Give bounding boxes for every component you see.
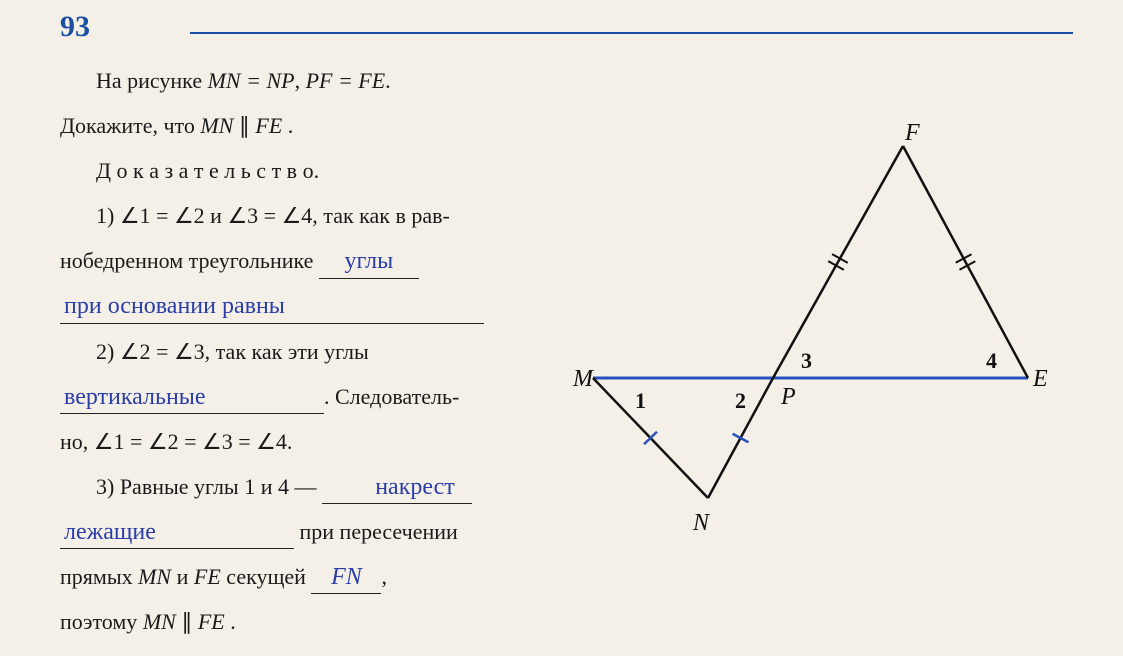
content: На рисунке MN = NP, PF = FE. Докажите, ч… xyxy=(60,58,1073,644)
t: но, ∠1 = ∠2 = ∠3 = ∠4. xyxy=(60,429,292,454)
t: прямых xyxy=(60,564,138,589)
t: MN xyxy=(138,564,171,589)
step2-line3: но, ∠1 = ∠2 = ∠3 = ∠4. xyxy=(60,419,630,464)
problem-header: 93 xyxy=(60,10,1073,50)
t: нобедренном треугольнике xyxy=(60,248,319,273)
t: PF = FE xyxy=(306,68,386,93)
page: 93 На рисунке MN = NP, PF = FE. Докажите… xyxy=(0,0,1123,656)
intro-line2: Докажите, что MN ∥ FE . xyxy=(60,103,630,148)
t: , xyxy=(381,564,387,589)
t: . xyxy=(385,68,391,93)
t: FE xyxy=(255,113,282,138)
t: поэтому xyxy=(60,609,143,634)
t: 2) ∠2 = ∠3, так как эти углы xyxy=(96,339,369,364)
t: MN xyxy=(200,113,233,138)
t: . Следователь- xyxy=(324,384,459,409)
t: Докажите, что xyxy=(60,113,200,138)
t: ∥ xyxy=(233,113,255,138)
proof-title: Д о к а з а т е л ь с т в о. xyxy=(60,148,630,193)
t: Д о к а з а т е л ь с т в о. xyxy=(96,158,319,183)
svg-text:P: P xyxy=(780,384,796,410)
t: На рисунке xyxy=(96,68,208,93)
step2-line2: вертикальные. Следователь- xyxy=(60,374,630,419)
text-column: На рисунке MN = NP, PF = FE. Докажите, ч… xyxy=(60,58,630,644)
t: , xyxy=(295,68,306,93)
svg-text:1: 1 xyxy=(635,388,646,413)
intro-line1: На рисунке MN = NP, PF = FE. xyxy=(60,58,630,103)
blank-step1a: углы xyxy=(319,246,419,278)
t: . xyxy=(282,113,293,138)
svg-text:M: M xyxy=(572,366,595,392)
step2-line1: 2) ∠2 = ∠3, так как эти углы xyxy=(60,329,630,374)
svg-text:F: F xyxy=(904,120,920,146)
step1-line3: при основании равны xyxy=(60,283,630,328)
step3-line2: лежащие при пересечении xyxy=(60,509,630,554)
t: при пересечении xyxy=(294,519,458,544)
blank-secant: FN xyxy=(311,562,381,594)
step1-line2: нобедренном треугольнике углы xyxy=(60,238,630,283)
blank-step3b: лежащие xyxy=(60,517,294,549)
t: MN = NP xyxy=(208,68,295,93)
geometry-svg: MPENF1234 xyxy=(573,128,1043,548)
step3-line1: 3) Равные углы 1 и 4 — накрест xyxy=(60,464,630,509)
svg-text:2: 2 xyxy=(735,388,746,413)
svg-text:4: 4 xyxy=(986,348,997,373)
diagram: MPENF1234 xyxy=(573,128,1043,548)
t: . xyxy=(225,609,236,634)
t: 3) Равные углы 1 и 4 — xyxy=(96,474,322,499)
problem-number: 93 xyxy=(60,10,98,44)
blank-step1b: при основании равны xyxy=(60,291,484,323)
svg-text:E: E xyxy=(1032,366,1048,392)
t: FE xyxy=(194,564,221,589)
step3-line3: прямых MN и FE секущей FN, xyxy=(60,554,630,599)
blank-step2: вертикальные xyxy=(60,382,324,414)
t: секущей xyxy=(221,564,312,589)
t: и xyxy=(171,564,194,589)
blank-step3a: накрест xyxy=(322,472,472,504)
step1-line1: 1) ∠1 = ∠2 и ∠3 = ∠4, так как в рав- xyxy=(60,193,630,238)
step3-line4: поэтому MN ∥ FE . xyxy=(60,599,630,644)
t: 1) ∠1 = ∠2 и ∠3 = ∠4, так как в рав- xyxy=(96,203,450,228)
header-rule xyxy=(190,32,1073,34)
svg-text:3: 3 xyxy=(801,348,812,373)
t: ∥ xyxy=(176,609,198,634)
svg-text:N: N xyxy=(692,510,711,536)
t: MN xyxy=(143,609,176,634)
t: FE xyxy=(198,609,225,634)
